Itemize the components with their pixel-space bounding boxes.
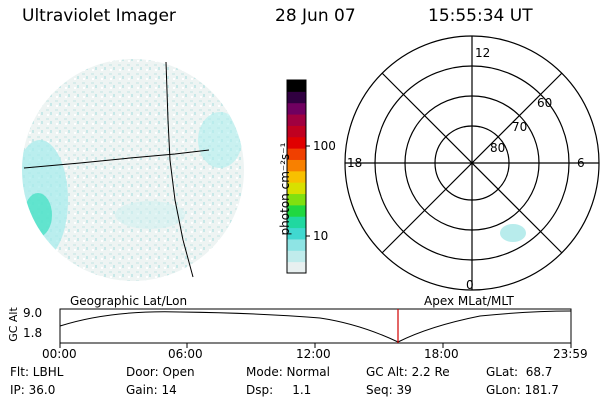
- timeline-right-title: Apex MLat/MLT: [424, 294, 514, 308]
- timeline-xtick-2359: 23:59: [553, 347, 588, 361]
- dsp-status: Dsp: 1.1: [246, 383, 312, 397]
- colorbar-segment: [287, 91, 306, 104]
- polar-mlat-mlt-plot: [344, 35, 600, 291]
- colorbar-segment: [287, 182, 306, 195]
- timeline-axis-label: GC Alt: [6, 307, 20, 342]
- gain-status: Gain: 14: [126, 383, 177, 397]
- timeline-xtick-0000: 00:00: [42, 347, 77, 361]
- intensity-colorbar: [286, 79, 307, 274]
- colorbar-tick-10: 10: [313, 229, 329, 243]
- colorbar-segment: [287, 204, 306, 217]
- timeline-xtick-1200: 12:00: [296, 347, 331, 361]
- date-label: 28 Jun 07: [275, 6, 356, 26]
- gc-alt-status: GC Alt: 2.2 Re: [366, 365, 450, 379]
- colorbar-segment: [287, 216, 306, 229]
- colorbar-segment: [287, 170, 306, 183]
- colorbar-segment: [287, 159, 306, 172]
- seq-status: Seq: 39: [366, 383, 412, 397]
- colorbar-segment: [287, 114, 306, 126]
- timeline-ytick-top: 9.0: [23, 306, 43, 320]
- mlt-label-left: 18: [347, 156, 363, 170]
- mlt-label-top: 12: [475, 46, 491, 60]
- colorbar-segment: [287, 102, 306, 115]
- colorbar-segment: [287, 136, 306, 149]
- filter-status: Flt: LBHL: [10, 365, 64, 379]
- timeline-left-title: Geographic Lat/Lon: [70, 294, 188, 308]
- auroral-emission-patch: [500, 224, 526, 242]
- door-status: Door: Open: [126, 365, 195, 379]
- timeline-xtick-1800: 18:00: [424, 347, 459, 361]
- colorbar-segment: [287, 261, 306, 274]
- instrument-title: Ultraviolet Imager: [22, 6, 176, 26]
- altitude-timeline-frame: [59, 308, 572, 344]
- colorbar-frame: [286, 79, 307, 274]
- time-label: 15:55:34 UT: [428, 6, 533, 26]
- latitude-line: [23, 149, 210, 169]
- lat-label-70: 70: [512, 120, 528, 134]
- colorbar-segment: [287, 227, 306, 240]
- timeline-ytick-bottom: 1.8: [23, 326, 43, 340]
- colorbar-unit-label: photon cm⁻²s⁻¹: [278, 142, 292, 236]
- lat-label-80: 80: [490, 141, 506, 155]
- colorbar-segment: [287, 238, 306, 251]
- altitude-curve: [59, 310, 572, 343]
- colorbar-segment: [287, 148, 306, 160]
- glat-status: GLat: 68.7: [486, 365, 553, 379]
- mode-status: Mode: Normal: [246, 365, 330, 379]
- lat-label-60: 60: [537, 96, 553, 110]
- colorbar-segment: [287, 80, 306, 92]
- mlt-label-right: 6: [577, 156, 585, 170]
- longitude-line: [165, 61, 194, 278]
- colorbar-segment: [287, 193, 306, 206]
- uv-earth-disk: [22, 59, 244, 281]
- colorbar-tick-100: 100: [313, 139, 336, 153]
- colorbar-segment: [287, 125, 306, 138]
- glon-status: GLon: 181.7: [486, 383, 559, 397]
- ip-status: IP: 36.0: [10, 383, 56, 397]
- mlt-label-bottom: 0: [466, 278, 474, 292]
- colorbar-segment: [287, 250, 306, 263]
- timeline-xtick-0600: 06:00: [168, 347, 203, 361]
